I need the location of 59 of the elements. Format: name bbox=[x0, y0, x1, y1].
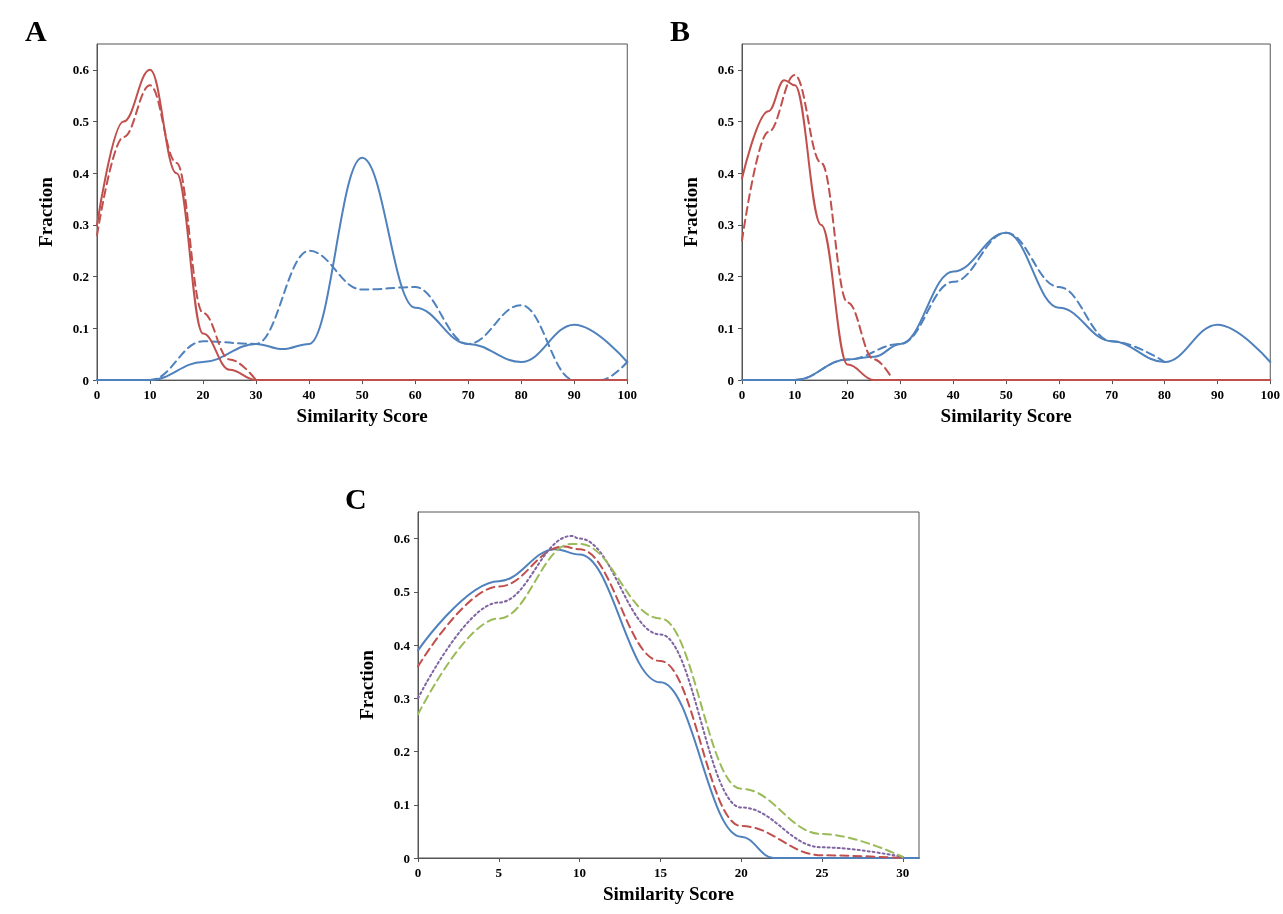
y-tick-label: 0.2 bbox=[717, 269, 734, 285]
y-tick-label: 0.3 bbox=[72, 217, 90, 233]
x-tick-label: 20 bbox=[734, 865, 748, 880]
y-tick-label: 0.5 bbox=[393, 584, 411, 600]
y-tick-label: 0.1 bbox=[393, 797, 410, 813]
x-tick-label: 10 bbox=[573, 865, 587, 880]
x-tick-label: 90 bbox=[567, 387, 581, 403]
x-tick-label: 50 bbox=[999, 387, 1013, 403]
x-axis-title: Similarity Score bbox=[940, 405, 1072, 426]
y-tick-label: 0.4 bbox=[72, 165, 90, 181]
y-tick-label: 0.3 bbox=[393, 690, 411, 706]
x-tick-label: 60 bbox=[1052, 387, 1066, 403]
y-tick-label: 0.4 bbox=[717, 165, 735, 181]
x-tick-label: 25 bbox=[815, 865, 830, 880]
y-tick-label: 0.5 bbox=[72, 114, 90, 130]
x-tick-label: 0 bbox=[414, 865, 422, 880]
y-tick-label: 0.6 bbox=[393, 531, 411, 547]
y-tick-label: 0.3 bbox=[717, 217, 735, 233]
x-axis-title: Similarity Score bbox=[296, 405, 428, 426]
x-tick-label: 30 bbox=[893, 387, 907, 403]
chart-title: B bbox=[670, 13, 691, 47]
y-tick-label: 0 bbox=[82, 372, 89, 388]
y-tick-label: 0 bbox=[403, 850, 410, 866]
y-tick-label: 0.1 bbox=[72, 320, 89, 336]
x-tick-label: 50 bbox=[355, 387, 369, 403]
chart-title: C bbox=[345, 481, 367, 515]
y-tick-label: 0.2 bbox=[72, 269, 89, 285]
x-tick-label: 5 bbox=[495, 865, 503, 880]
x-tick-label: 20 bbox=[841, 387, 855, 403]
x-tick-label: 40 bbox=[946, 387, 960, 403]
y-axis-title: Fraction bbox=[356, 649, 377, 720]
x-tick-label: 0 bbox=[738, 387, 746, 403]
y-tick-label: 0.4 bbox=[393, 637, 411, 653]
x-tick-label: 80 bbox=[1158, 387, 1172, 403]
x-axis-title: Similarity Score bbox=[602, 882, 735, 904]
y-axis-title: Fraction bbox=[35, 176, 56, 247]
x-tick-label: 10 bbox=[143, 387, 157, 403]
x-tick-label: 15 bbox=[653, 865, 668, 880]
x-tick-label: 30 bbox=[896, 865, 910, 880]
x-tick-label: 90 bbox=[1210, 387, 1224, 403]
x-tick-label: 70 bbox=[1105, 387, 1119, 403]
x-tick-label: 60 bbox=[408, 387, 422, 403]
x-tick-label: 0 bbox=[93, 387, 101, 403]
x-tick-label: 30 bbox=[249, 387, 263, 403]
x-tick-label: 10 bbox=[788, 387, 802, 403]
y-tick-label: 0.6 bbox=[72, 62, 90, 78]
x-tick-label: 80 bbox=[514, 387, 528, 403]
y-tick-label: 0.5 bbox=[717, 114, 735, 130]
y-tick-label: 0 bbox=[727, 372, 734, 388]
x-tick-label: 100 bbox=[1260, 387, 1280, 403]
x-tick-label: 100 bbox=[617, 387, 637, 403]
x-tick-label: 70 bbox=[461, 387, 475, 403]
y-tick-label: 0.6 bbox=[717, 62, 735, 78]
y-axis-title: Fraction bbox=[680, 176, 701, 247]
x-tick-label: 40 bbox=[302, 387, 316, 403]
y-tick-label: 0.2 bbox=[393, 744, 410, 760]
chart-title: A bbox=[25, 13, 47, 47]
y-tick-label: 0.1 bbox=[717, 320, 734, 336]
x-tick-label: 20 bbox=[196, 387, 210, 403]
